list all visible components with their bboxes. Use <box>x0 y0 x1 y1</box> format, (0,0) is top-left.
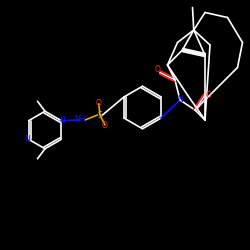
Text: O: O <box>102 120 108 130</box>
Text: NH: NH <box>74 116 86 124</box>
Text: O: O <box>206 90 212 100</box>
Text: O: O <box>96 99 102 108</box>
Text: O: O <box>154 66 160 74</box>
Text: N: N <box>177 96 183 104</box>
Text: N: N <box>60 116 65 125</box>
Text: S: S <box>98 110 102 120</box>
Text: N: N <box>25 135 30 144</box>
